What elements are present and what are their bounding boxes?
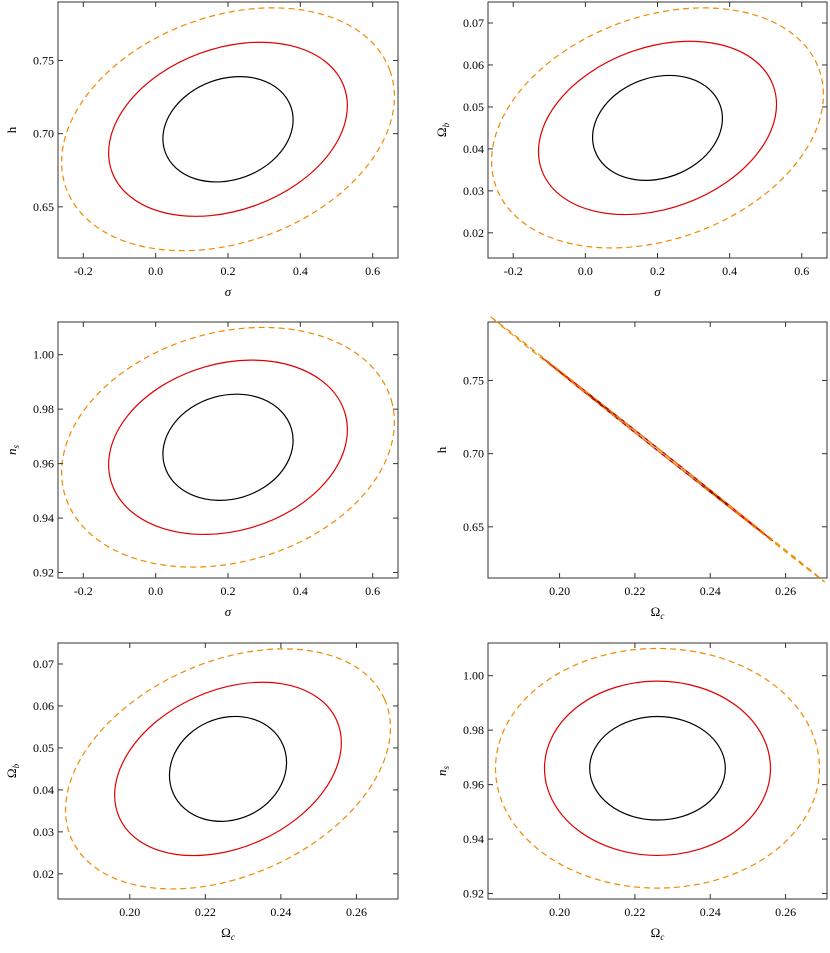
y-tick-label: 0.05 (33, 741, 54, 755)
y-tick-label: 0.04 (33, 783, 54, 797)
x-tick-label: 0.20 (119, 905, 140, 919)
y-axis-label: h (4, 126, 19, 133)
y-axis-label: ns (434, 766, 451, 777)
contour-2sigma (541, 356, 774, 542)
y-tick-label: 0.07 (33, 657, 54, 671)
contour-2sigma (114, 681, 342, 857)
contour-1sigma (587, 393, 728, 506)
x-axis-label: Ωc (221, 925, 235, 942)
contour-3sigma (494, 647, 821, 889)
y-tick-label: 0.07 (463, 16, 484, 30)
contour-3sigma (489, 316, 826, 583)
y-tick-label: 0.06 (463, 58, 484, 72)
y-tick-label: 0.06 (33, 699, 54, 713)
x-tick-label: 0.4 (293, 264, 308, 278)
x-tick-label: 0.26 (775, 584, 796, 598)
x-tick-label: 0.6 (365, 264, 380, 278)
contour-1sigma (589, 715, 726, 821)
panel-6: 0.20 0.22 0.24 0.26 0.92 0.94 0.96 0.98 1.00 Ωc ns (434, 642, 828, 942)
contour-2sigma (537, 40, 778, 216)
contour-2sigma (108, 41, 348, 217)
contour-1sigma (168, 715, 288, 822)
y-tick-label: 0.96 (463, 778, 484, 792)
y-tick-label: 0.75 (33, 54, 54, 68)
plot-frame (57, 1, 399, 259)
y-tick-label: 0.65 (33, 200, 54, 214)
x-tick-label: 0.22 (195, 905, 216, 919)
contour-2sigma (543, 680, 772, 857)
y-tick-label: 0.96 (33, 457, 54, 471)
x-tick-label: 0.24 (700, 584, 721, 598)
x-tick-label: 0.20 (549, 905, 570, 919)
plot-frame (487, 321, 828, 579)
x-tick-label: 0.0 (578, 264, 593, 278)
y-axis-label: Ωb (434, 122, 451, 137)
x-tick-label: 0.26 (346, 905, 367, 919)
contour-1sigma (591, 74, 724, 181)
x-tick-label: -0.2 (504, 264, 523, 278)
y-tick-label: 0.05 (463, 100, 484, 114)
y-tick-label: 0.02 (33, 867, 54, 881)
y-tick-label: 0.70 (463, 447, 484, 461)
panel-3: -0.2 0.0 0.2 0.4 0.6 0.92 0.94 0.96 0.98 1.00 σ ns (4, 321, 399, 619)
y-axis-label: Ωb (4, 763, 21, 778)
plot-frame (57, 642, 399, 900)
plot-frame (57, 321, 399, 579)
contour-3sigma (61, 326, 395, 568)
contour-3sigma (491, 7, 824, 249)
contour-3sigma (61, 7, 395, 252)
y-axis-label: h (434, 446, 449, 453)
x-tick-label: 0.0 (148, 264, 163, 278)
panel-1: -0.2 0.0 0.2 0.4 0.6 0.65 0.70 0.75 σ h (4, 1, 399, 299)
x-tick-label: 0.26 (775, 905, 796, 919)
y-tick-label: 0.92 (463, 887, 484, 901)
x-tick-label: 0.4 (293, 584, 308, 598)
y-axis-label: ns (4, 445, 21, 456)
x-tick-label: 0.24 (700, 905, 721, 919)
y-tick-label: 0.04 (463, 142, 484, 156)
x-tick-label: 0.4 (722, 264, 737, 278)
x-axis-label: σ (225, 604, 232, 619)
y-tick-label: 0.75 (463, 374, 484, 388)
y-tick-label: 1.00 (33, 348, 54, 362)
panel-5: 0.20 0.22 0.24 0.26 0.02 0.03 0.04 0.05 0.06 0.07… (4, 642, 399, 942)
y-tick-label: 0.03 (463, 184, 484, 198)
y-tick-label: 0.98 (33, 402, 54, 416)
plot-frame (487, 1, 828, 259)
x-tick-label: -0.2 (74, 584, 93, 598)
x-tick-label: 0.22 (624, 584, 645, 598)
contour-1sigma (162, 393, 294, 501)
x-tick-label: 0.22 (624, 905, 645, 919)
panel-4: 0.20 0.22 0.24 0.26 0.65 0.70 0.75 Ωc h (434, 316, 828, 621)
x-axis-label: σ (225, 284, 232, 299)
plot-frame (487, 642, 828, 900)
y-tick-label: 0.02 (463, 226, 484, 240)
x-axis-label: σ (654, 284, 661, 299)
contour-3sigma (64, 648, 392, 890)
x-tick-label: 0.2 (650, 264, 665, 278)
y-tick-label: 0.03 (33, 825, 54, 839)
x-axis-label: Ωc (651, 925, 665, 942)
y-tick-label: 0.65 (463, 520, 484, 534)
panel-2: -0.2 0.0 0.2 0.4 0.6 0.02 0.03 0.04 0.05 0.06 0.07… (434, 1, 828, 299)
x-tick-label: 0.2 (221, 264, 236, 278)
x-tick-label: 0.0 (148, 584, 163, 598)
x-tick-label: 0.20 (549, 584, 570, 598)
x-tick-label: -0.2 (74, 264, 93, 278)
x-axis-label: Ωc (651, 604, 665, 621)
x-tick-label: 0.6 (794, 264, 809, 278)
y-tick-label: 0.70 (33, 127, 54, 141)
contour-2sigma (108, 359, 348, 536)
contour-1sigma (162, 76, 294, 183)
y-tick-label: 0.94 (463, 832, 484, 846)
x-tick-label: 0.2 (221, 584, 236, 598)
x-tick-label: 0.24 (270, 905, 291, 919)
y-tick-label: 0.98 (463, 723, 484, 737)
y-tick-label: 1.00 (463, 669, 484, 683)
x-tick-label: 0.6 (365, 584, 380, 598)
y-tick-label: 0.94 (33, 511, 54, 525)
y-tick-label: 0.92 (33, 566, 54, 580)
